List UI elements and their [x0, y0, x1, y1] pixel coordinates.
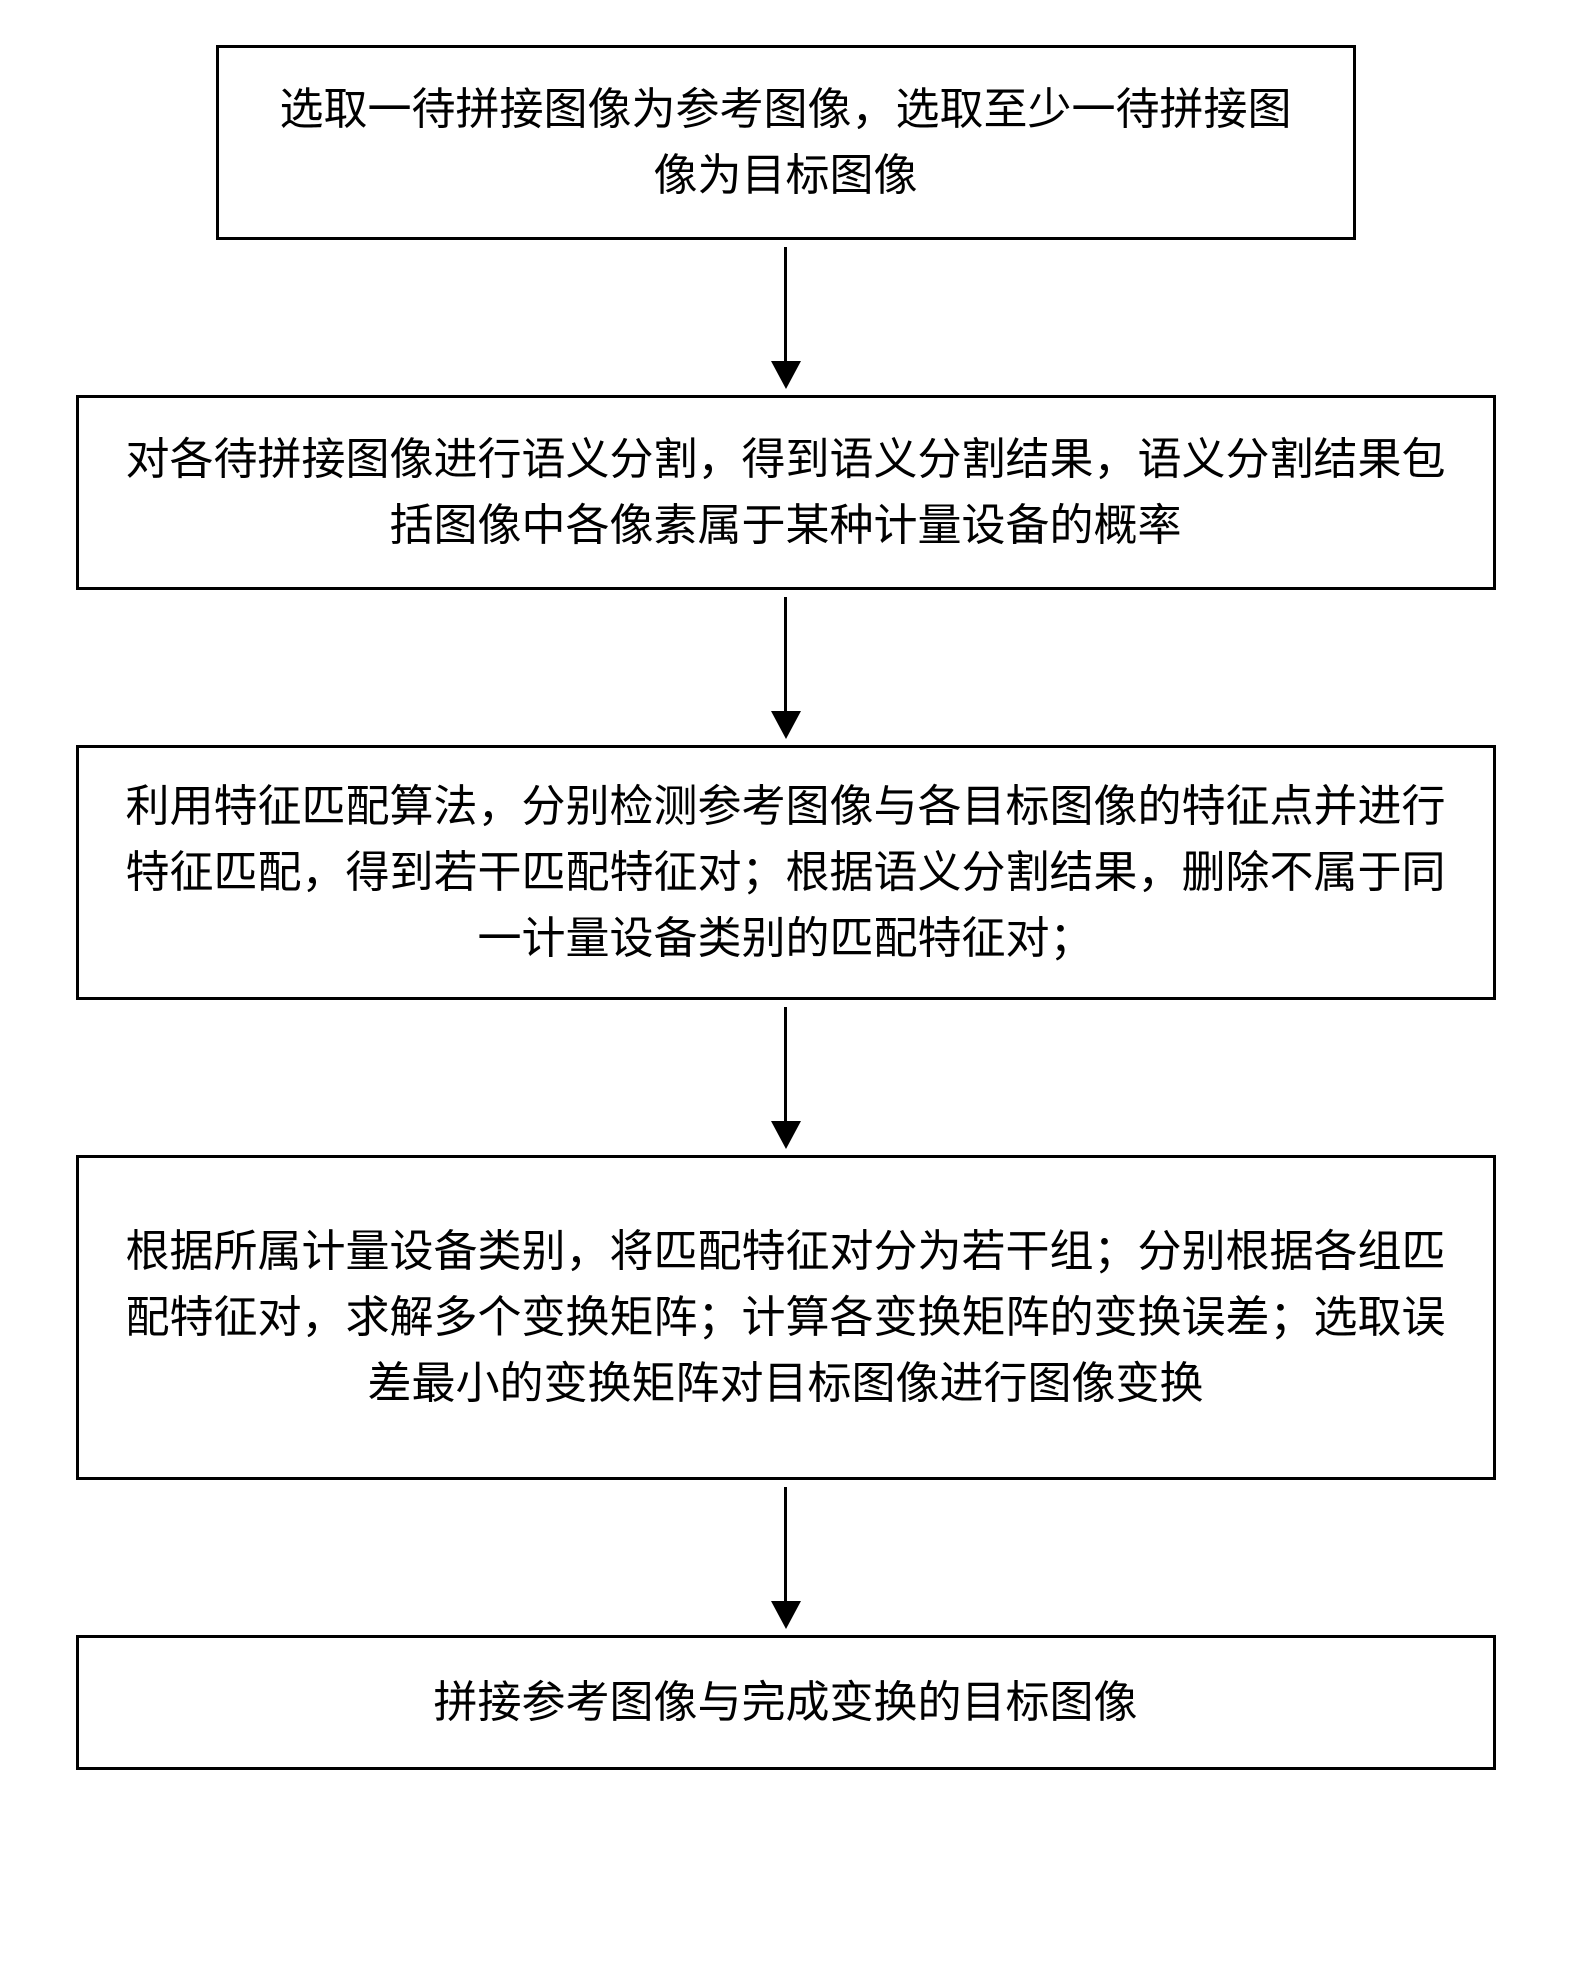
step-1-text: 选取一待拼接图像为参考图像，选取至少一待拼接图像为目标图像 [259, 77, 1313, 209]
arrow-4-5 [771, 1480, 801, 1635]
step-5-text: 拼接参考图像与完成变换的目标图像 [434, 1670, 1138, 1736]
step-2-text: 对各待拼接图像进行语义分割，得到语义分割结果，语义分割结果包括图像中各像素属于某… [119, 427, 1453, 559]
arrow-head-icon [771, 1121, 801, 1149]
flowchart-container: 选取一待拼接图像为参考图像，选取至少一待拼接图像为目标图像 对各待拼接图像进行语… [75, 45, 1496, 1770]
arrow-3-4 [771, 1000, 801, 1155]
arrow-head-icon [771, 361, 801, 389]
arrow-2-3 [771, 590, 801, 745]
flowchart-step-1: 选取一待拼接图像为参考图像，选取至少一待拼接图像为目标图像 [216, 45, 1356, 240]
arrow-1-2 [771, 240, 801, 395]
arrow-line-icon [784, 247, 787, 362]
flowchart-step-4: 根据所属计量设备类别，将匹配特征对分为若干组；分别根据各组匹配特征对，求解多个变… [76, 1155, 1496, 1480]
arrow-line-icon [784, 1487, 787, 1602]
flowchart-step-2: 对各待拼接图像进行语义分割，得到语义分割结果，语义分割结果包括图像中各像素属于某… [76, 395, 1496, 590]
arrow-head-icon [771, 711, 801, 739]
step-3-text: 利用特征匹配算法，分别检测参考图像与各目标图像的特征点并进行特征匹配，得到若干匹… [119, 774, 1453, 972]
arrow-line-icon [784, 1007, 787, 1122]
arrow-head-icon [771, 1601, 801, 1629]
flowchart-step-3: 利用特征匹配算法，分别检测参考图像与各目标图像的特征点并进行特征匹配，得到若干匹… [76, 745, 1496, 1000]
arrow-line-icon [784, 597, 787, 712]
flowchart-step-5: 拼接参考图像与完成变换的目标图像 [76, 1635, 1496, 1770]
step-4-text: 根据所属计量设备类别，将匹配特征对分为若干组；分别根据各组匹配特征对，求解多个变… [119, 1219, 1453, 1417]
